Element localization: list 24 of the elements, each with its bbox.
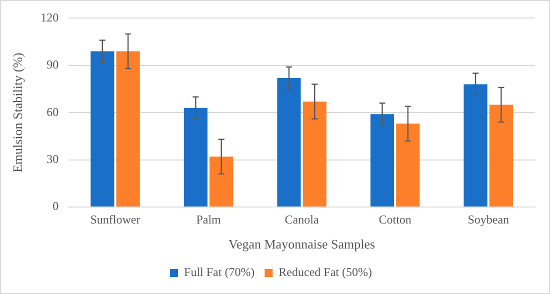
y-tick-label: 90 <box>46 58 59 72</box>
y-tick-label: 0 <box>52 199 59 214</box>
x-axis-title: Vegan Mayonnaise Samples <box>228 236 376 252</box>
y-tick-label: 30 <box>46 152 59 166</box>
bar <box>277 78 301 206</box>
bar <box>116 51 140 206</box>
legend-label: Full Fat (70%) <box>184 265 255 280</box>
bar <box>396 124 420 206</box>
x-tick-label: Cotton <box>378 212 412 226</box>
y-axis-title: Emulsion Stability (%) <box>10 52 26 173</box>
bar <box>184 108 208 206</box>
bar <box>302 102 326 206</box>
x-tick-label: Palm <box>196 212 222 226</box>
y-tick-label: 120 <box>40 10 59 24</box>
x-tick-label: Soybean <box>468 212 510 226</box>
bar <box>464 84 488 206</box>
x-tick-label: Canola <box>284 212 320 226</box>
bar <box>489 104 513 206</box>
bar <box>90 51 114 206</box>
bar <box>370 114 394 206</box>
x-tick-label: Sunflower <box>90 212 140 226</box>
legend-label: Reduced Fat (50%) <box>278 265 372 280</box>
y-tick-label: 60 <box>46 104 59 119</box>
bar <box>210 156 234 206</box>
